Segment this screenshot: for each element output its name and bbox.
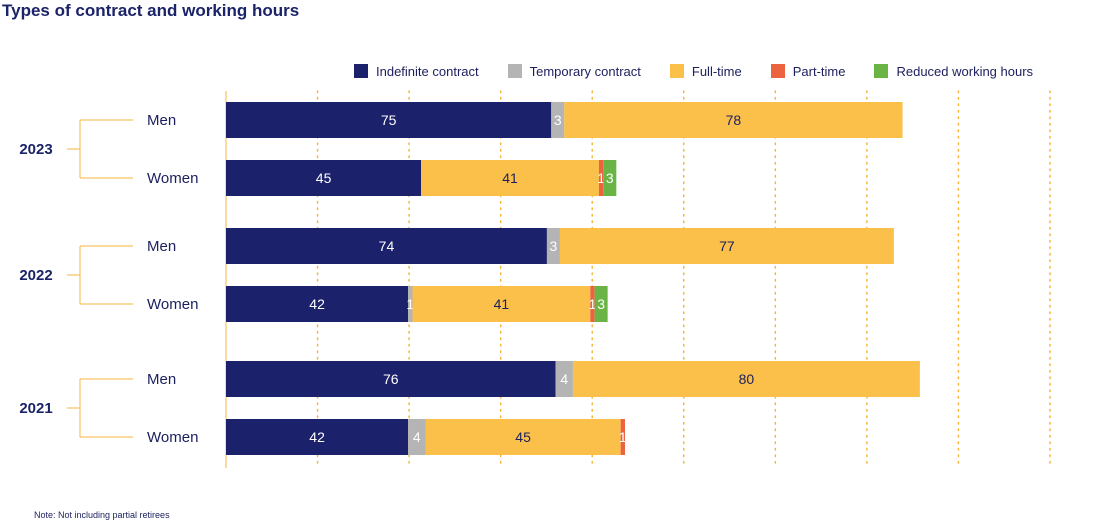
legend-item-part-time: Part-time: [770, 63, 846, 79]
bar-segment-full-time: [572, 361, 920, 397]
bar-segment-full-time: [564, 102, 903, 138]
footnote: Note: Not including partial retirees: [34, 510, 170, 520]
bar-segment-part-time: [590, 286, 595, 322]
bar-segment-indefinite-contract: [226, 361, 556, 397]
bar-segment-temporary-contract: [555, 361, 573, 397]
data-label: 77: [719, 238, 735, 254]
data-label: 42: [309, 296, 325, 312]
bar-segment-indefinite-contract: [226, 160, 422, 196]
data-label: 76: [383, 371, 399, 387]
bar-segment-indefinite-contract: [226, 228, 547, 264]
data-label: 3: [606, 170, 614, 186]
legend: Indefinite contract Temporary contract F…: [354, 62, 1033, 80]
bar-segment-part-time: [598, 160, 604, 196]
bar-segment-temporary-contract: [408, 286, 413, 322]
data-label: 45: [316, 170, 332, 186]
bar-segment-full-time: [421, 160, 599, 196]
row-label-men: Men: [147, 371, 176, 388]
bar-segment-full-time: [559, 228, 894, 264]
legend-swatch-full-time: [669, 64, 684, 78]
data-label: 80: [739, 371, 755, 387]
legend-swatch-part-time: [770, 64, 785, 78]
group-label-2023: 2023: [19, 141, 52, 158]
data-label: 41: [502, 170, 518, 186]
bar-segment-indefinite-contract: [226, 286, 409, 322]
bar-segment-temporary-contract: [546, 228, 560, 264]
legend-swatch-reduced-working-hours: [874, 64, 889, 78]
bar-segment-part-time: [620, 419, 625, 455]
data-label: 3: [554, 112, 562, 128]
data-label: 1: [406, 296, 414, 312]
legend-swatch-indefinite-contract: [354, 64, 368, 78]
data-label: 3: [597, 296, 605, 312]
data-label: 4: [560, 371, 568, 387]
row-label-men: Men: [147, 112, 176, 129]
legend-label-temporary-contract: Temporary contract: [529, 63, 641, 79]
row-label-women: Women: [147, 170, 198, 187]
data-label: 1: [619, 429, 627, 445]
legend-item-indefinite-contract: Indefinite contract: [354, 64, 479, 79]
data-label: 1: [597, 170, 605, 186]
row-label-men: Men: [147, 238, 176, 255]
legend-item-full-time: Full-time: [669, 63, 742, 79]
legend-label-reduced-working-hours: Reduced working hours: [896, 63, 1034, 79]
data-label: 45: [515, 429, 531, 445]
data-label: 41: [494, 296, 510, 312]
legend-label-part-time: Part-time: [792, 63, 846, 79]
bar-segment-indefinite-contract: [226, 102, 552, 138]
bar-segment-reduced-working-hours: [603, 160, 617, 196]
bar-segment-full-time: [425, 419, 621, 455]
chart-title: Types of contract and working hours: [2, 1, 300, 20]
legend-label-full-time: Full-time: [691, 63, 742, 79]
bar-segment-full-time: [412, 286, 591, 322]
row-label-women: Women: [147, 296, 198, 313]
legend-item-reduced-working-hours: Reduced working hours: [874, 64, 1033, 79]
data-label: 78: [726, 112, 742, 128]
data-label: 75: [381, 112, 397, 128]
data-label: 4: [413, 429, 421, 445]
row-label-women: Women: [147, 429, 198, 446]
data-label: 1: [589, 296, 597, 312]
bar-segment-temporary-contract: [551, 102, 565, 138]
data-label: 42: [309, 429, 325, 445]
group-label-2021: 2021: [19, 400, 52, 417]
group-label-2022: 2022: [19, 267, 52, 284]
bar-segment-temporary-contract: [408, 419, 426, 455]
bar-segment-reduced-working-hours: [594, 286, 608, 322]
legend-item-temporary-contract: Temporary contract: [507, 63, 641, 79]
legend-swatch-temporary-contract: [507, 64, 522, 78]
legend-label-indefinite-contract: Indefinite contract: [376, 63, 479, 79]
data-label: 3: [550, 238, 558, 254]
bar-segment-indefinite-contract: [226, 419, 409, 455]
data-label: 74: [379, 238, 395, 254]
